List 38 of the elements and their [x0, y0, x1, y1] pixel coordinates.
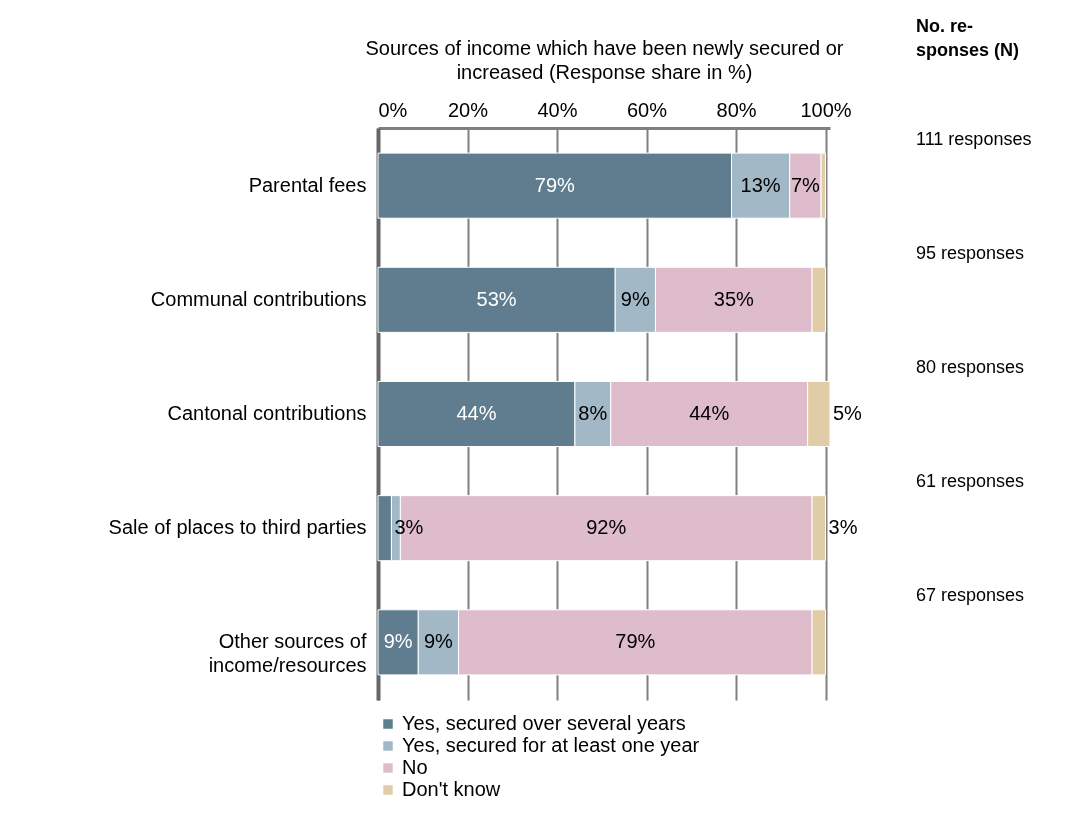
- legend-label: Don't know: [402, 778, 501, 800]
- x-tick-label: 80%: [716, 98, 757, 121]
- y-tick-label: Communal contributions: [150, 287, 367, 310]
- data-label: 92%: [586, 516, 627, 539]
- data-label: 3%: [828, 516, 858, 539]
- legend-label: Yes, secured over several years: [402, 712, 686, 734]
- x-tick-label: 0%: [378, 98, 408, 121]
- text: 111 responses: [916, 128, 1032, 149]
- data-label: 9%: [620, 287, 650, 310]
- data-label: 44%: [689, 402, 730, 424]
- data-label: 8%: [578, 402, 608, 424]
- text: No. re- sponses (N): [916, 16, 1020, 60]
- x-tick-label: 20%: [447, 98, 489, 121]
- data-label: 3%: [394, 516, 424, 539]
- data-label: 9%: [383, 630, 413, 653]
- text: 95 responses: [916, 242, 1025, 263]
- text: 67 responses: [916, 585, 1025, 606]
- x-tick-label: 60%: [627, 98, 668, 121]
- data-label: 35%: [713, 287, 755, 310]
- data-label: 13%: [740, 173, 781, 196]
- legend-label: Yes, secured for at least one year: [402, 734, 700, 756]
- y-tick-label: Cantonal contributions: [167, 402, 367, 424]
- legend-label: No: [402, 756, 428, 778]
- data-label: 7%: [790, 173, 821, 196]
- y-tick-label: Sale of places to third parties: [108, 516, 367, 539]
- data-label: 53%: [476, 287, 517, 310]
- x-tick-label: 40%: [537, 98, 578, 121]
- data-label: 5%: [833, 402, 863, 424]
- y-tick-label: Parental fees: [248, 173, 367, 196]
- x-axis-title: Sources of income which have been newly secured or increased (Response share in %): [365, 36, 844, 83]
- data-label: 44%: [456, 402, 497, 424]
- data-label: 79%: [615, 630, 656, 653]
- y-tick-label: Other sources of income/resources: [208, 630, 367, 677]
- text: 61 responses: [916, 471, 1025, 492]
- x-tick-label: 100%: [800, 98, 852, 121]
- data-label: 9%: [423, 630, 454, 653]
- data-label: 79%: [534, 173, 575, 196]
- text: 80 responses: [916, 357, 1025, 377]
